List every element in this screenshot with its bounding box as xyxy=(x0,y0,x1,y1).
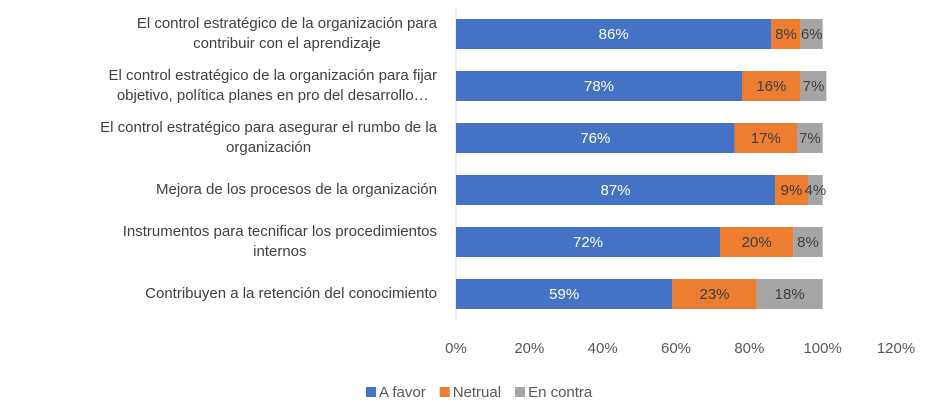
bar-segment xyxy=(800,19,823,49)
value-label: 4% xyxy=(804,182,826,199)
value-label: 86% xyxy=(599,26,629,43)
legend-label: En contra xyxy=(528,384,593,401)
value-label: 18% xyxy=(775,286,805,303)
value-label: 78% xyxy=(584,78,614,95)
value-label: 72% xyxy=(573,234,603,251)
bar-segment xyxy=(742,71,801,101)
bar-segment xyxy=(456,71,742,101)
bar-segment xyxy=(456,123,735,153)
value-label: 9% xyxy=(781,182,803,199)
value-label: 8% xyxy=(775,26,797,43)
bar-segment xyxy=(734,123,797,153)
value-label: 59% xyxy=(549,286,579,303)
bar-segment xyxy=(756,279,823,309)
bar-segment xyxy=(797,123,823,153)
category-label: Contribuyen a la retención del conocimie… xyxy=(145,285,437,302)
value-label: 7% xyxy=(803,78,825,95)
value-label: 16% xyxy=(756,78,786,95)
bar-segment xyxy=(771,19,801,49)
x-tick-label: 80% xyxy=(734,340,764,357)
bar-segment xyxy=(720,227,794,257)
x-tick-label: 0% xyxy=(445,340,467,357)
value-label: 87% xyxy=(600,182,630,199)
value-label: 6% xyxy=(801,26,823,43)
category-label: El control estratégico de la organizació… xyxy=(136,15,437,52)
legend-swatch xyxy=(439,387,450,397)
category-label: El control estratégico de la organizació… xyxy=(108,67,437,104)
legend-label: Netrual xyxy=(453,384,501,401)
bar-segment xyxy=(800,71,827,101)
x-tick-label: 20% xyxy=(514,340,544,357)
bar-segment xyxy=(775,175,808,205)
bar-segment xyxy=(456,279,673,309)
category-label: El control estratégico para asegurar el … xyxy=(100,119,437,156)
bar-segment xyxy=(793,227,823,257)
legend-swatch xyxy=(366,387,376,397)
bar-segment xyxy=(672,279,757,309)
legend-swatch xyxy=(515,387,526,397)
x-tick-label: 40% xyxy=(588,340,618,357)
value-label: 8% xyxy=(797,234,819,251)
x-tick-label: 100% xyxy=(803,340,841,357)
bar-segment xyxy=(808,175,823,205)
category-label: Instrumentos para tecnificar los procedi… xyxy=(122,223,437,260)
bar-segment xyxy=(456,175,775,205)
value-label: 23% xyxy=(699,286,729,303)
value-label: 76% xyxy=(580,130,610,147)
category-label: Mejora de los procesos de la organizació… xyxy=(156,181,437,198)
bar-segment xyxy=(456,19,772,49)
legend-label: A favor xyxy=(379,384,426,401)
x-tick-label: 120% xyxy=(877,340,915,357)
value-label: 20% xyxy=(742,234,772,251)
value-label: 7% xyxy=(799,130,821,147)
bar-segment xyxy=(456,227,720,257)
value-label: 17% xyxy=(751,130,781,147)
x-tick-label: 60% xyxy=(661,340,691,357)
